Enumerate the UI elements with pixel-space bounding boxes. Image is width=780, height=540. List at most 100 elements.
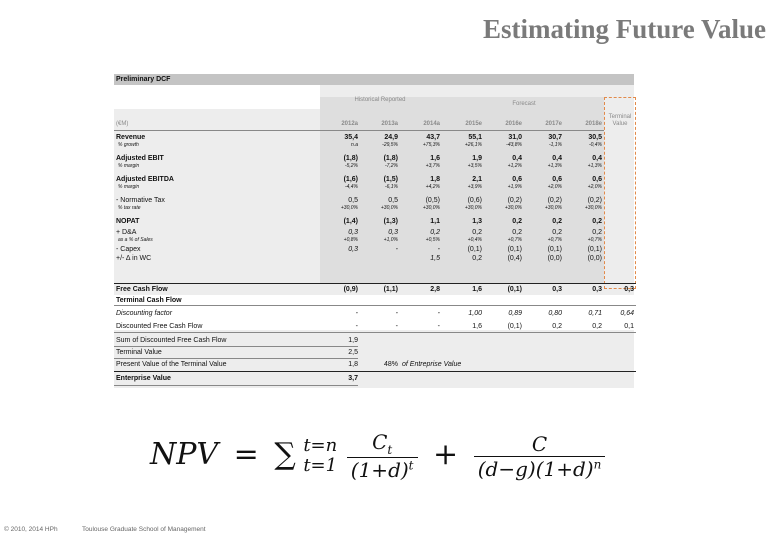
formula-plus: + bbox=[433, 437, 459, 472]
sub-cell-value: +1,2% bbox=[507, 163, 522, 169]
sub-cell-value: +3,7% bbox=[425, 163, 440, 169]
discount-factor-value: 1,00 bbox=[468, 310, 482, 317]
sub-cell-value: +1,3% bbox=[547, 163, 562, 169]
cell-value: 0,2 bbox=[592, 229, 602, 236]
fcf-value: 2,8 bbox=[430, 286, 440, 293]
year-header: 2013a bbox=[381, 121, 398, 127]
discounted-fcf-terminal: 0,1 bbox=[624, 323, 634, 330]
footer-copyright: © 2010, 2014 HPh bbox=[4, 526, 58, 533]
summary-value: 2,5 bbox=[348, 349, 358, 356]
discount-factor-value: 0,89 bbox=[508, 310, 522, 317]
fraction-1-denominator: (1+d)t bbox=[350, 458, 414, 482]
fcf-value: 1,6 bbox=[472, 286, 482, 293]
sub-cell-value: +1,9% bbox=[507, 184, 522, 190]
sub-cell-value: +30,0% bbox=[504, 205, 522, 211]
cell-value: (0,0) bbox=[587, 255, 602, 262]
sub-row-label: % margin bbox=[118, 184, 140, 190]
cell-value: (0,2) bbox=[587, 197, 602, 204]
cell-value: 0,2 bbox=[512, 218, 522, 225]
cell-value: 0,4 bbox=[512, 155, 522, 162]
sub-row-label: % tax rate bbox=[118, 205, 141, 211]
summary-label: Sum of Discounted Free Cash Flow bbox=[116, 337, 227, 344]
cell-value: 55,1 bbox=[468, 134, 482, 141]
cell-value: 0,2 bbox=[592, 218, 602, 225]
fcf-divider bbox=[114, 283, 636, 284]
subscript-t: t bbox=[387, 443, 393, 457]
sub-cell-value: +30,0% bbox=[464, 205, 482, 211]
sub-cell-value: +30,0% bbox=[380, 205, 398, 211]
summary-label: Terminal Value bbox=[116, 349, 162, 356]
sum-symbol: ∑ bbox=[274, 437, 296, 472]
row-label: - Normative Tax bbox=[116, 197, 165, 204]
sub-cell-value: -5,2% bbox=[344, 163, 358, 169]
cell-value: (1,4) bbox=[343, 218, 358, 225]
row-label: NOPAT bbox=[116, 218, 140, 225]
discount-factor-value: 0,80 bbox=[548, 310, 562, 317]
tcf-divider bbox=[114, 305, 636, 306]
cell-value: 30,7 bbox=[548, 134, 562, 141]
cell-value: 1,9 bbox=[472, 155, 482, 162]
sub-cell-value: +3,9% bbox=[467, 184, 482, 190]
column-band bbox=[320, 97, 604, 117]
cell-value: (1,3) bbox=[383, 218, 398, 225]
fraction-cashflow: Ct (1+d)t bbox=[346, 430, 418, 482]
cell-value: (0,1) bbox=[587, 246, 602, 253]
cell-value: - bbox=[437, 246, 440, 253]
terminal-value-box bbox=[604, 97, 636, 289]
formula-lhs: NPV bbox=[150, 437, 219, 472]
cell-value: 0,4 bbox=[552, 155, 562, 162]
year-header: 2014a bbox=[423, 121, 440, 127]
cell-value: 0,5 bbox=[388, 197, 398, 204]
discounted-fcf-value: 0,2 bbox=[592, 323, 602, 330]
cell-value: (1,5) bbox=[383, 176, 398, 183]
year-header: 2018e bbox=[585, 121, 602, 127]
sub-cell-value: +3,5% bbox=[467, 163, 482, 169]
sub-cell-value: +0,4% bbox=[467, 237, 482, 243]
dcf-table: Preliminary DCF Historical Reported Forec… bbox=[114, 74, 636, 388]
cell-value: 30,5 bbox=[588, 134, 602, 141]
pv-tv-percent: 48% bbox=[384, 361, 399, 368]
fraction-terminal: C (d−g)(1+d)n bbox=[473, 432, 606, 481]
cell-value: 1,3 bbox=[472, 218, 482, 225]
sub-cell-value: +26,1% bbox=[464, 142, 482, 148]
row-label: Revenue bbox=[116, 134, 146, 141]
cell-value: (0,4) bbox=[507, 255, 522, 262]
discounted-fcf-value: 0,2 bbox=[552, 323, 562, 330]
sub-row-label: as a % of Sales bbox=[118, 237, 153, 243]
cell-value: 2,1 bbox=[472, 176, 482, 183]
table-header-bar bbox=[114, 74, 634, 85]
sub-cell-value: n.a bbox=[351, 142, 358, 148]
discount-factor-terminal: 0,64 bbox=[620, 310, 634, 317]
fcf-terminal-value: 0,3 bbox=[624, 286, 634, 293]
cell-value: (0,6) bbox=[467, 197, 482, 204]
discount-factor-value: 0,71 bbox=[588, 310, 602, 317]
cell-value: 0,4 bbox=[592, 155, 602, 162]
ev-divider bbox=[114, 371, 636, 372]
fraction-2-denominator: (d−g)(1+d)n bbox=[477, 456, 602, 481]
row-label: - Capex bbox=[116, 246, 141, 253]
summary-value: 1,8 bbox=[348, 361, 358, 368]
cell-value: 0,5 bbox=[348, 197, 358, 204]
fraction-2-numerator: C bbox=[473, 432, 606, 457]
fcf-label: Free Cash Flow bbox=[116, 286, 168, 293]
terminal-value-header: Terminal Value bbox=[608, 114, 632, 127]
fcf-value: 0,3 bbox=[552, 286, 562, 293]
cell-value: 1,8 bbox=[430, 176, 440, 183]
cell-value: 0,6 bbox=[552, 176, 562, 183]
sum-limits: t=n t=1 bbox=[303, 436, 337, 476]
sub-cell-value: -6,1% bbox=[384, 184, 398, 190]
cell-value: 35,4 bbox=[344, 134, 358, 141]
year-header: 2015e bbox=[465, 121, 482, 127]
cell-value: 0,2 bbox=[552, 229, 562, 236]
historical-header: Historical Reported bbox=[354, 97, 406, 103]
table-heading: Preliminary DCF bbox=[116, 76, 171, 83]
sub-cell-value: -43,8% bbox=[506, 142, 522, 148]
sub-cell-value: +30,0% bbox=[544, 205, 562, 211]
sub-cell-value: +1,3% bbox=[587, 163, 602, 169]
ev-bottom-divider bbox=[114, 385, 358, 386]
discounted-fcf-value: - bbox=[437, 323, 440, 330]
sub-cell-value: +2,0% bbox=[587, 184, 602, 190]
cell-value: 31,0 bbox=[508, 134, 522, 141]
fraction-1-numerator: Ct bbox=[346, 430, 418, 458]
enterprise-value: 3,7 bbox=[348, 375, 358, 382]
